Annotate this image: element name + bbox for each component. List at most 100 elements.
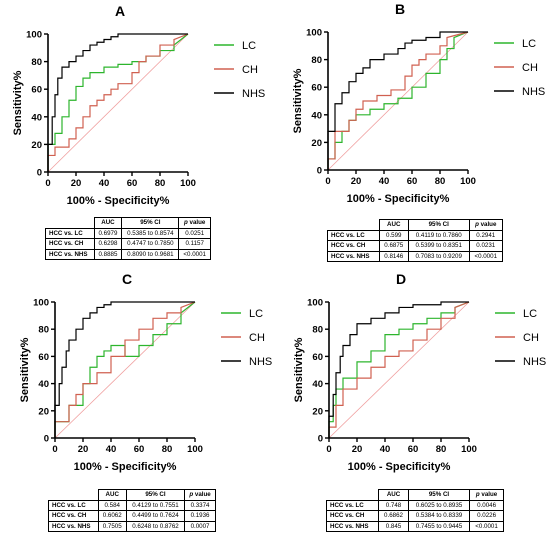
table-cell-comparison: HCC vs. CH: [327, 240, 380, 252]
panel-b-x-tick-label: 80: [435, 176, 446, 187]
table-corner-cell: [48, 489, 99, 501]
panel-a-legend-label-lc: LC: [242, 40, 256, 52]
panel-b-y-axis-title: Sensitivity%: [292, 68, 304, 133]
table-cell-comparison: HCC vs. CH: [45, 238, 95, 250]
table-header-ci: 95% CI: [407, 489, 471, 501]
table-cell-ci: 0.5384 to 0.8339: [407, 510, 471, 522]
panel-d-x-axis-title: 100% - Specificity%: [348, 461, 451, 473]
panel-c-x-tick-label: 40: [106, 444, 117, 455]
table-cell-auc: 0.845: [378, 520, 409, 533]
panel-c-x-tick-label: 80: [162, 444, 173, 455]
panel-a-y-tick-label: 60: [31, 85, 42, 96]
panel-d-reference-diagonal: [328, 301, 470, 439]
panel-d-y-tick-label: 80: [312, 325, 323, 336]
table-corner-cell: [327, 219, 380, 231]
table-cell-comparison: HCC vs. NHS: [48, 520, 99, 533]
table-cell-auc: 0.8885: [93, 248, 123, 261]
table-row: HCC vs. NHS 0.8885 0.8090 to 0.9681 <0.0001: [45, 248, 211, 261]
table-cell-comparison: HCC vs. LC: [48, 499, 99, 512]
panel-c-auc-table: AUC 95% CI p value HCC vs. LC 0.584 0.4129 to…: [48, 489, 216, 533]
table-row: HCC vs. NHS 0.7505 0.6248 to 0.8762 0.0007: [48, 520, 216, 533]
panel-d-series-nhs: [328, 301, 469, 438]
panel-d-y-tick-label: 100: [307, 298, 323, 309]
table-row: HCC vs. CH 0.6298 0.4747 to 0.7850 0.1157: [45, 238, 211, 250]
panel-a-label: A: [115, 3, 125, 19]
table-cell-p-value: 0.0226: [469, 510, 504, 522]
table-row: HCC vs. LC 0.599 0.4119 to 0.7860 0.2941: [327, 229, 503, 242]
panel-d-y-tick-label: 40: [312, 379, 323, 390]
panel-b-legend-label-lc: LC: [522, 38, 536, 50]
panel-a-y-tick-label: 80: [31, 57, 42, 68]
panel-a-legend-label-nhs: NHS: [242, 88, 265, 100]
table-cell-comparison: HCC vs. LC: [327, 229, 380, 242]
panel-a-x-axis-title: 100% - Specificity%: [67, 195, 170, 207]
table-cell-p-value: 0.3374: [184, 499, 216, 512]
table-row: HCC vs. LC 0.6979 0.5385 to 0.8574 0.0251: [45, 227, 211, 240]
table-cell-auc: 0.6062: [97, 510, 127, 522]
panel-c-x-tick-label: 60: [134, 444, 145, 455]
table-header-ci: 95% CI: [121, 217, 180, 229]
table-cell-comparison: HCC vs. CH: [325, 510, 380, 522]
table-cell-auc: 0.6862: [378, 510, 409, 522]
panel-c-y-axis-title: Sensitivity%: [19, 337, 31, 402]
panel-b-y-tick-label: 40: [311, 110, 322, 121]
table-cell-ci: 0.7455 to 0.9445: [407, 520, 471, 533]
panel-a-x-tick-label: 80: [155, 178, 166, 189]
panel-a-x-tick-label: 100: [180, 178, 196, 189]
table-header-p-value: p value: [178, 217, 211, 229]
panel-d-x-tick-label: 20: [352, 444, 363, 455]
panel-d-legend-label-ch: CH: [523, 332, 539, 344]
panel-d-y-tick-label: 60: [312, 352, 323, 363]
table-cell-comparison: HCC vs. NHS: [327, 250, 380, 263]
panel-c-x-tick-label: 0: [52, 444, 57, 455]
panel-a-series-ch: [47, 33, 189, 172]
table-cell-p-value: 0.2941: [468, 229, 503, 242]
table-header-auc: AUC: [97, 489, 127, 501]
table-cell-ci: 0.4499 to 0.7624: [125, 510, 186, 522]
panel-d-x-tick-label: 0: [326, 444, 331, 455]
panel-a-series-nhs: [47, 33, 188, 172]
table-header-p-value: p value: [184, 489, 216, 501]
table-cell-p-value: 0.0231: [468, 240, 503, 252]
panel-c-series-lc: [54, 301, 196, 438]
table-cell-comparison: HCC vs. NHS: [325, 520, 380, 533]
panel-b-x-axis-title: 100% - Specificity%: [347, 193, 450, 205]
panel-c-x-tick-label: 20: [78, 444, 89, 455]
table-cell-p-value: 0.0046: [469, 499, 504, 512]
panel-b-auc-table: AUC 95% CI p value HCC vs. LC 0.599 0.4119 to…: [327, 219, 503, 263]
table-cell-ci: 0.4129 to 0.7551: [125, 499, 186, 512]
table-cell-auc: 0.6979: [93, 227, 123, 240]
panel-a-legend-label-ch: CH: [242, 64, 258, 76]
panel-a-y-axis-title: Sensitivity%: [12, 70, 24, 135]
panel-d-x-tick-label: 80: [436, 444, 447, 455]
table-row: HCC vs. CH 0.6862 0.5384 to 0.8339 0.0226: [325, 510, 504, 522]
panel-c-y-tick-label: 40: [38, 379, 49, 390]
panel-d-series-ch: [328, 301, 470, 438]
panel-c-x-tick-label: 100: [187, 444, 203, 455]
table-cell-p-value: 0.1157: [178, 238, 211, 250]
panel-b-series-lc: [327, 31, 469, 170]
panel-c-y-tick-label: 100: [33, 298, 49, 309]
table-cell-ci: 0.6248 to 0.8762: [125, 520, 186, 533]
table-header-p-value: p value: [468, 219, 503, 231]
panel-b-series-nhs: [327, 31, 468, 170]
panel-a-x-tick-label: 0: [45, 178, 50, 189]
table-cell-comparison: HCC vs. NHS: [45, 248, 95, 261]
panel-c-legend-label-ch: CH: [249, 332, 265, 344]
panel-a-x-tick-label: 40: [99, 178, 110, 189]
table-cell-p-value: 0.1936: [184, 510, 216, 522]
table-cell-ci: 0.5385 to 0.8574: [121, 227, 180, 240]
panel-c-chart: C 00 20 20 40 40 60 60 80 80 100 100 100% - Specific…: [19, 271, 272, 473]
panel-b-y-tick-label: 0: [317, 166, 322, 177]
table-cell-comparison: HCC vs. LC: [325, 499, 380, 512]
table-row: HCC vs. CH 0.6875 0.5399 to 0.8351 0.0231: [327, 240, 503, 252]
table-corner-cell: [45, 217, 95, 229]
panel-a-chart: A 00 20 20 40 40 60 60 80 80 100 100 100% - Specific…: [12, 3, 265, 207]
panel-b-x-tick-label: 20: [351, 176, 362, 187]
table-cell-auc: 0.8146: [378, 250, 409, 263]
table-header-row: AUC 95% CI p value: [48, 489, 216, 501]
panel-a-x-tick-label: 60: [127, 178, 138, 189]
panel-c-y-tick-label: 60: [38, 352, 49, 363]
panel-c-y-tick-label: 20: [38, 406, 49, 417]
